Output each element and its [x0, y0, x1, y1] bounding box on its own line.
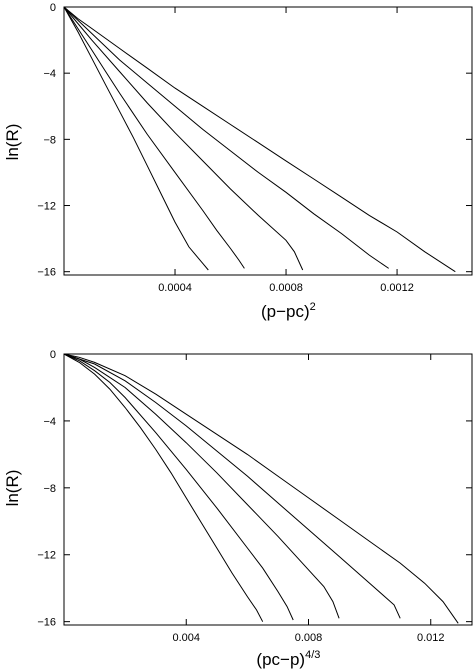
bottom-series-line-1	[63, 353, 264, 622]
bottom-y-tick-label: −8	[43, 483, 56, 495]
bottom-panel: 0.004 0.008 0.012 0 −4 −8 −12 −16 ln(R) (pc−p)4…	[3, 349, 473, 669]
bottom-axis-ticks: 0.004 0.008 0.012 0 −4 −8 −12 −16	[37, 349, 472, 644]
top-series-line-3	[63, 6, 304, 271]
bottom-x-tick-label: 0.012	[417, 632, 445, 644]
top-y-tick-label: −12	[37, 201, 56, 213]
bottom-series-line-2	[63, 353, 294, 621]
top-y-tick-label: −4	[43, 68, 56, 80]
top-series-line-2	[63, 6, 245, 269]
bottom-y-axis-title: ln(R)	[3, 470, 22, 507]
bottom-y-tick-label: −12	[37, 550, 56, 562]
bottom-x-axis-base: (pc−p)	[256, 650, 305, 669]
bottom-x-tick-label: 0.004	[172, 632, 200, 644]
top-x-tick-label: 0.0004	[158, 282, 192, 294]
bottom-y-tick-label: −4	[43, 416, 56, 428]
top-x-tick-label: 0.0008	[269, 282, 303, 294]
top-y-axis-title: ln(R)	[3, 124, 22, 161]
top-series-lines	[63, 6, 456, 273]
top-x-axis-base: (p−pc)	[261, 302, 310, 321]
top-y-tick-label: 0	[50, 2, 56, 14]
top-panel: 0.0004 0.0008 0.0012 0 −4 −8 −12 −16 ln(R) (p−p…	[3, 2, 473, 321]
top-axis-ticks: 0.0004 0.0008 0.0012 0 −4 −8 −12 −16	[37, 2, 472, 294]
bottom-x-axis-exponent: 4/3	[305, 649, 320, 661]
bottom-series-line-4	[63, 353, 401, 619]
bottom-series-lines	[63, 353, 459, 624]
bottom-series-line-5	[63, 353, 459, 624]
bottom-x-axis-title: (pc−p)4/3	[256, 649, 320, 669]
top-series-line-4	[63, 6, 389, 269]
top-series-line-1	[63, 6, 209, 271]
top-x-axis-exponent: 2	[310, 301, 316, 313]
top-y-tick-label: −8	[43, 134, 56, 146]
bottom-y-tick-label: −16	[37, 617, 56, 629]
bottom-plot-frame	[63, 353, 473, 626]
top-plot-frame	[63, 6, 473, 276]
bottom-y-tick-label: 0	[50, 349, 56, 361]
top-y-tick-label: −16	[37, 267, 56, 279]
top-x-tick-label: 0.0012	[380, 282, 414, 294]
top-x-axis-title: (p−pc)2	[261, 301, 316, 321]
bottom-series-line-3	[63, 353, 340, 619]
bottom-x-tick-label: 0.008	[295, 632, 323, 644]
top-series-line-5	[63, 6, 456, 273]
